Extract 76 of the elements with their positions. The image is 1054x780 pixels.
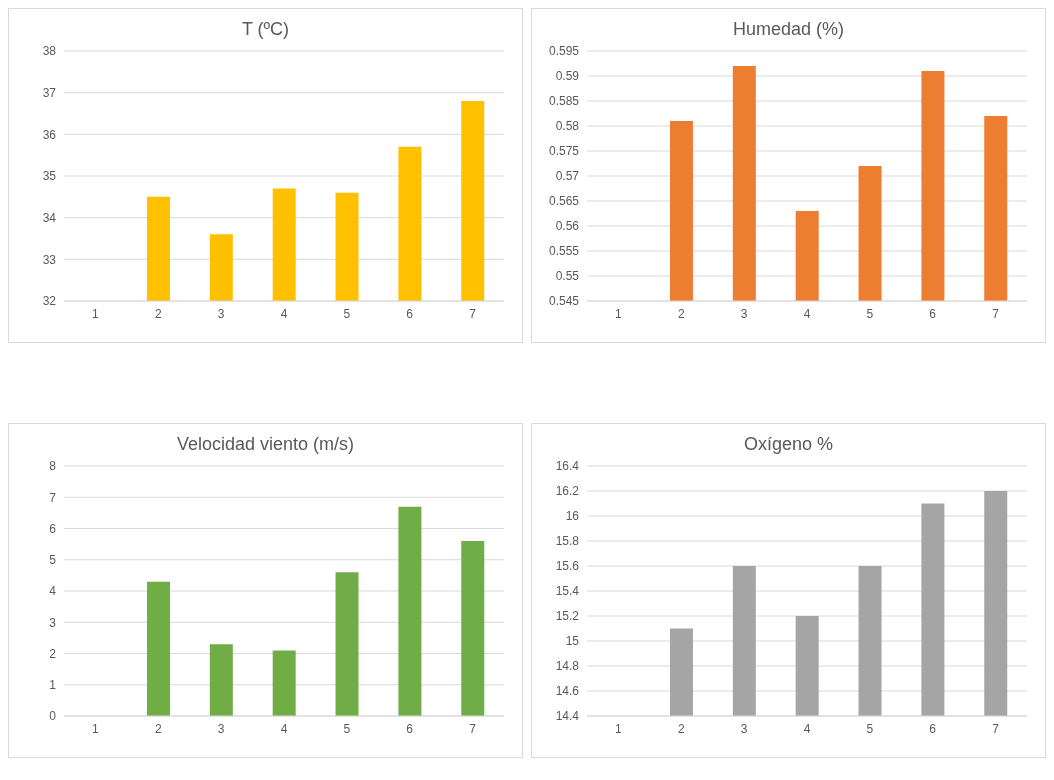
x-tick-label: 2 xyxy=(677,306,685,321)
y-tick-label: 0.565 xyxy=(548,194,580,209)
y-tick-label: 5 xyxy=(49,553,57,568)
y-tick-label: 16 xyxy=(565,509,580,524)
y-tick-label: 0.575 xyxy=(548,144,580,159)
y-tick-label: 34 xyxy=(42,210,57,225)
y-tick-label: 15.2 xyxy=(555,609,580,624)
bar xyxy=(146,581,170,716)
y-tick-label: 16.4 xyxy=(555,459,580,474)
y-tick-label: 4 xyxy=(49,584,57,599)
bar xyxy=(335,572,359,716)
y-tick-label: 0.545 xyxy=(548,294,580,309)
x-tick-label: 2 xyxy=(154,721,162,736)
chart-title: Humedad (%) xyxy=(731,18,845,41)
y-tick-label: 3 xyxy=(49,615,57,630)
y-tick-label: 0.55 xyxy=(555,269,580,284)
y-tick-label: 35 xyxy=(42,169,57,184)
y-tick-label: 15 xyxy=(565,634,580,649)
y-tick-label: 0.595 xyxy=(548,44,580,59)
x-tick-label: 6 xyxy=(406,306,414,321)
x-tick-label: 7 xyxy=(469,721,477,736)
x-tick-label: 4 xyxy=(280,306,288,321)
y-tick-label: 14.4 xyxy=(555,709,580,724)
x-tick-label: 1 xyxy=(615,306,623,321)
x-tick-label: 6 xyxy=(929,721,937,736)
x-tick-label: 3 xyxy=(740,306,748,321)
x-tick-label: 3 xyxy=(740,721,748,736)
y-tick-label: 0.585 xyxy=(548,94,580,109)
y-tick-label: 6 xyxy=(49,521,57,536)
x-tick-label: 3 xyxy=(217,306,225,321)
bar xyxy=(209,644,233,716)
y-tick-label: 33 xyxy=(42,252,57,267)
chart-title: Oxígeno % xyxy=(742,433,835,456)
y-tick-label: 16.2 xyxy=(555,484,580,499)
x-tick-label: 4 xyxy=(803,306,811,321)
bar xyxy=(398,506,422,716)
x-tick-label: 5 xyxy=(343,306,351,321)
x-tick-label: 5 xyxy=(866,721,874,736)
x-tick-label: 1 xyxy=(92,721,100,736)
x-tick-label: 1 xyxy=(615,721,623,736)
y-tick-label: 15.6 xyxy=(555,559,580,574)
y-tick-label: 15.4 xyxy=(555,584,580,599)
y-tick-label: 0 xyxy=(49,709,57,724)
y-tick-label: 0.59 xyxy=(555,69,580,84)
y-tick-label: 15.8 xyxy=(555,534,580,549)
x-tick-label: 5 xyxy=(343,721,351,736)
x-tick-label: 7 xyxy=(469,306,477,321)
x-tick-label: 3 xyxy=(217,721,225,736)
x-tick-label: 6 xyxy=(929,306,937,321)
y-tick-label: 2 xyxy=(49,646,57,661)
y-tick-label: 0.555 xyxy=(548,244,580,259)
x-tick-label: 1 xyxy=(92,306,100,321)
x-tick-label: 7 xyxy=(992,306,1000,321)
x-tick-label: 2 xyxy=(154,306,162,321)
x-tick-label: 4 xyxy=(280,721,288,736)
y-tick-label: 7 xyxy=(49,490,57,505)
y-tick-label: 38 xyxy=(42,44,57,59)
x-tick-label: 6 xyxy=(406,721,414,736)
chart-title: Velocidad viento (m/s) xyxy=(175,433,356,456)
y-tick-label: 14.8 xyxy=(555,659,580,674)
y-tick-label: 32 xyxy=(42,294,57,309)
y-tick-label: 36 xyxy=(42,127,57,142)
y-tick-label: 14.6 xyxy=(555,684,580,699)
x-tick-label: 4 xyxy=(803,721,811,736)
bar xyxy=(461,541,485,716)
y-tick-label: 1 xyxy=(49,678,57,693)
y-tick-label: 0.56 xyxy=(555,219,580,234)
chart-title: T (ºC) xyxy=(240,18,291,41)
x-tick-label: 5 xyxy=(866,306,874,321)
y-tick-label: 8 xyxy=(49,459,57,474)
x-tick-label: 7 xyxy=(992,721,1000,736)
y-tick-label: 37 xyxy=(42,85,57,100)
y-tick-label: 0.57 xyxy=(555,169,580,184)
y-tick-label: 0.58 xyxy=(555,119,580,134)
x-tick-label: 2 xyxy=(677,721,685,736)
bar xyxy=(272,650,296,716)
